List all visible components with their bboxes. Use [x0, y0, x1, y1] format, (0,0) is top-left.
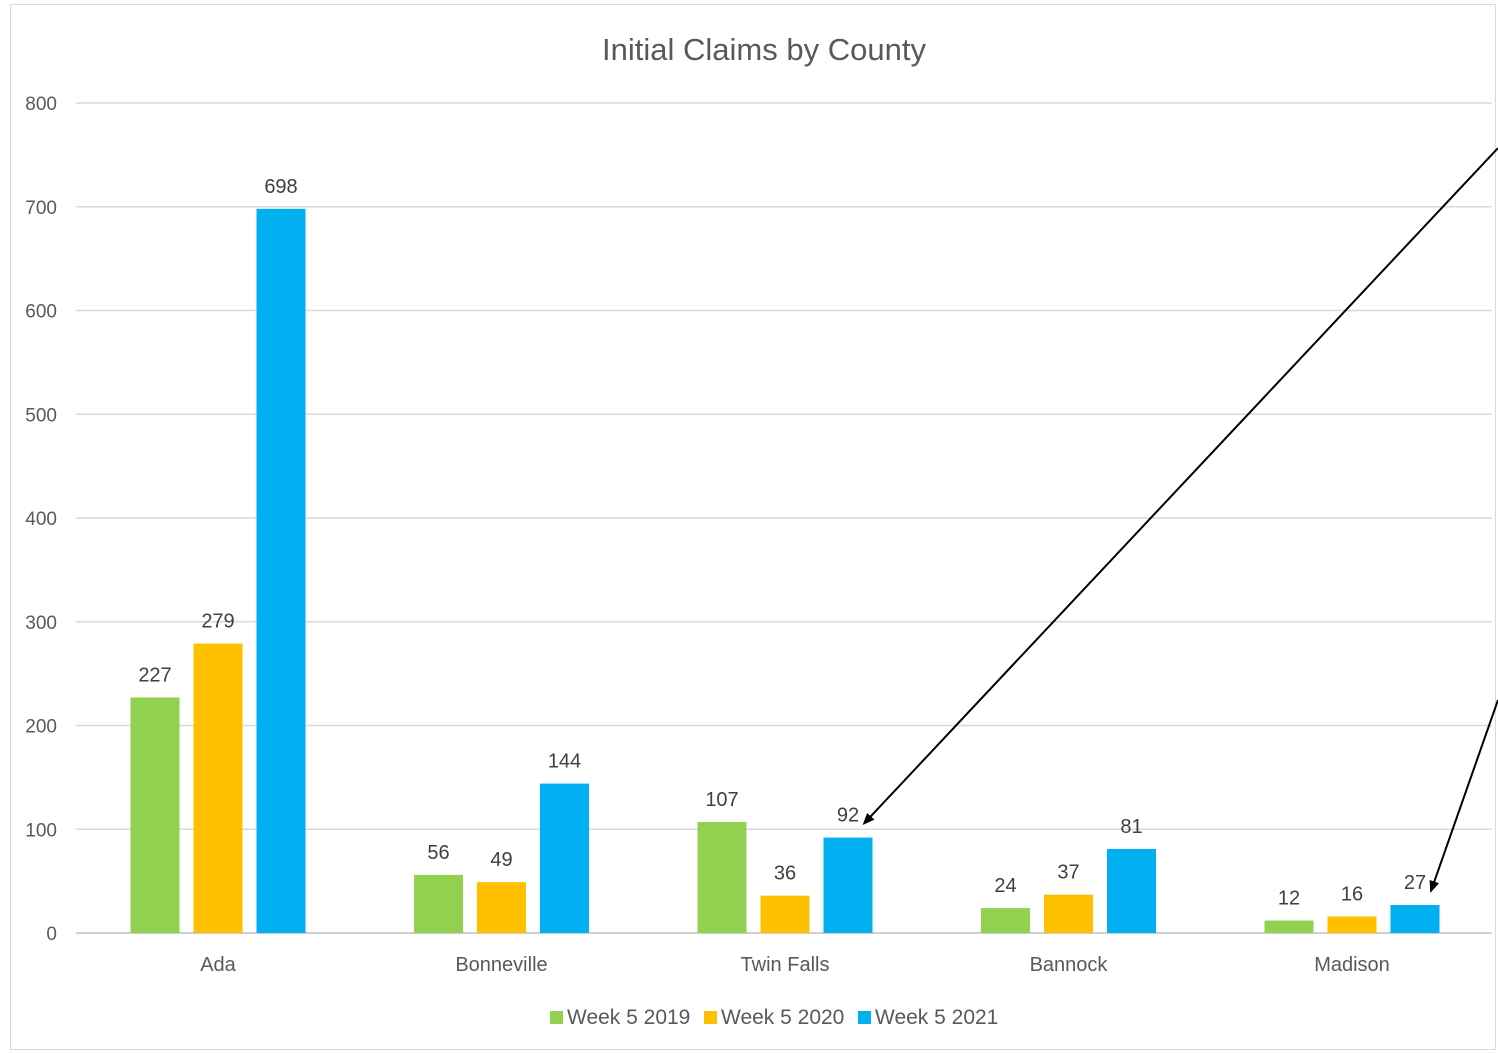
- data-label: 36: [774, 863, 796, 885]
- legend-label: Week 5 2020: [721, 1006, 844, 1029]
- annotation-arrow: [1429, 699, 1498, 893]
- legend-swatch: [550, 1011, 563, 1024]
- data-label: 37: [1057, 862, 1079, 884]
- legend-label: Week 5 2021: [875, 1006, 998, 1029]
- bar: [130, 697, 180, 933]
- bar: [193, 643, 243, 933]
- x-category-label: Ada: [200, 954, 236, 976]
- data-label: 107: [705, 789, 738, 811]
- legend-swatch: [858, 1011, 871, 1024]
- gridlines: [76, 102, 1492, 934]
- bar: [1327, 916, 1377, 933]
- bars: [130, 208, 1440, 933]
- annotation-arrow: [862, 147, 1498, 826]
- data-label: 698: [264, 176, 297, 198]
- data-label: 24: [994, 875, 1016, 897]
- data-label: 279: [201, 611, 234, 633]
- data-label: 56: [427, 842, 449, 864]
- bar: [256, 208, 306, 933]
- y-tick-label: 200: [25, 717, 57, 738]
- category-labels: Ada Bonneville Twin Falls Bannock Madison: [200, 954, 1390, 976]
- data-label: 81: [1120, 816, 1142, 838]
- bar: [823, 837, 873, 933]
- y-tick-label: 500: [25, 405, 57, 426]
- chart-title: Initial Claims by County: [602, 32, 926, 67]
- data-label: 227: [138, 664, 171, 686]
- y-tick-label: 0: [46, 924, 57, 945]
- bar: [760, 895, 810, 933]
- data-label: 12: [1278, 888, 1300, 910]
- data-label: 16: [1341, 883, 1363, 905]
- bar: [1107, 848, 1156, 933]
- data-label: 92: [837, 805, 859, 827]
- x-category-label: Madison: [1314, 954, 1390, 976]
- legend: Week 5 2019 Week 5 2020 Week 5 2021: [550, 1006, 998, 1029]
- y-tick-label: 300: [25, 613, 57, 634]
- y-tick-label: 800: [25, 94, 57, 115]
- data-label: 144: [548, 751, 581, 773]
- bar: [1264, 920, 1314, 933]
- y-axis-ticks: 0 100 200 300 400 500 600 700 800: [25, 94, 57, 945]
- y-tick-label: 700: [25, 198, 57, 219]
- y-tick-label: 400: [25, 509, 57, 530]
- bar: [540, 783, 589, 933]
- bar: [697, 821, 747, 933]
- x-category-label: Bonneville: [455, 954, 547, 976]
- bar: [1390, 904, 1440, 933]
- bar: [981, 908, 1030, 933]
- y-tick-label: 600: [25, 302, 57, 323]
- legend-label: Week 5 2019: [567, 1006, 690, 1029]
- bar: [1044, 894, 1093, 933]
- annotation-arrows: [862, 147, 1498, 893]
- legend-swatch: [704, 1011, 717, 1024]
- x-category-label: Bannock: [1030, 954, 1109, 976]
- bar: [414, 874, 463, 933]
- bar: [477, 882, 526, 933]
- data-label: 27: [1404, 872, 1426, 894]
- data-label: 49: [490, 849, 512, 871]
- x-category-label: Twin Falls: [741, 954, 830, 976]
- data-labels: 227 279 698 56 49 144 107 36 92 24 37 81 12 16 27: [138, 176, 1426, 910]
- y-tick-label: 100: [25, 820, 57, 841]
